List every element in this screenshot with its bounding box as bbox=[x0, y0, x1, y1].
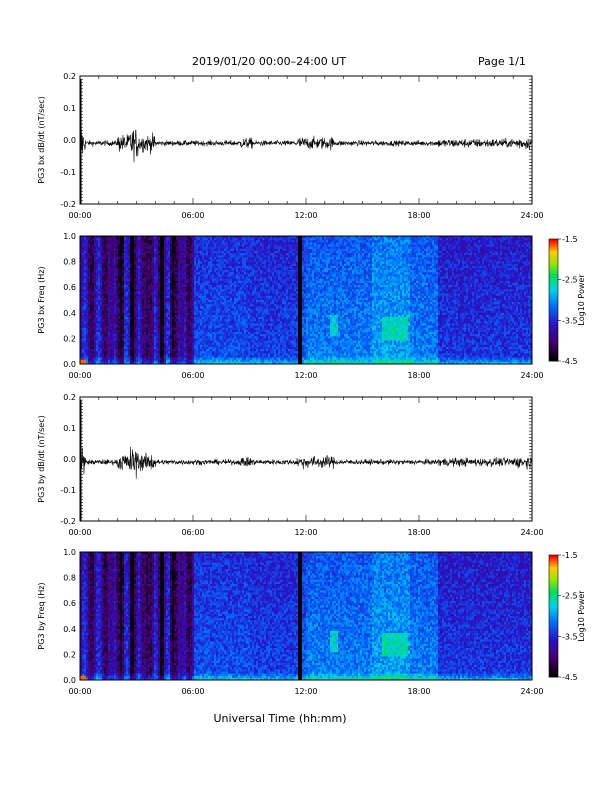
y-tick-label: 0.4 bbox=[63, 625, 76, 634]
spectrogram-cells bbox=[80, 552, 532, 680]
x-tick-label: 18:00 bbox=[407, 528, 430, 537]
y-tick-label: 0.6 bbox=[63, 599, 76, 608]
x-axis-label: Universal Time (hh:mm) bbox=[214, 712, 347, 725]
x-tick-label: 12:00 bbox=[294, 687, 317, 696]
x-tick-label: 00:00 bbox=[68, 371, 91, 380]
x-tick-label: 00:00 bbox=[68, 211, 91, 220]
y-tick-label: 0.6 bbox=[63, 283, 76, 292]
y-tick-label: 0.0 bbox=[63, 676, 76, 685]
colorbar-tick-label: -4.5 bbox=[562, 357, 578, 366]
y-tick-label: 0.1 bbox=[63, 104, 76, 113]
panel-3 bbox=[80, 397, 532, 521]
y-tick-label: 1.0 bbox=[63, 232, 76, 241]
series-line bbox=[80, 128, 532, 163]
colorbar-tick-label: -1.5 bbox=[562, 551, 578, 560]
panel-2 bbox=[80, 236, 561, 364]
x-tick-label: 18:00 bbox=[407, 211, 430, 220]
x-tick-label: 18:00 bbox=[407, 371, 430, 380]
colorbar-tick-label: -2.5 bbox=[562, 592, 578, 601]
y-tick-label: -0.2 bbox=[60, 517, 76, 526]
colorbar-label: Log10 Power bbox=[577, 590, 586, 642]
x-tick-label: 12:00 bbox=[294, 211, 317, 220]
y-tick-label: -0.1 bbox=[60, 486, 76, 495]
y-tick-label: 0.2 bbox=[63, 72, 76, 81]
y-tick-label: 0.8 bbox=[63, 574, 76, 583]
colorbar bbox=[549, 239, 561, 361]
y-tick-label: 0.2 bbox=[63, 650, 76, 659]
y-axis-label: PG3 bx Freq (Hz) bbox=[37, 266, 46, 333]
chart-canvas: 0.2 0.1 0.0 -0.1 -0.2 00:00 06:00 12:00 18:00 24:… bbox=[0, 0, 612, 792]
colorbar-tick-label: -2.5 bbox=[562, 276, 578, 285]
x-tick-label: 24:00 bbox=[520, 687, 543, 696]
y-tick-label: 0.4 bbox=[63, 309, 76, 318]
y-axis-label: PG3 by dB/dt (nT/sec) bbox=[37, 415, 46, 502]
x-tick-label: 06:00 bbox=[181, 371, 204, 380]
y-tick-label: 0.2 bbox=[63, 393, 76, 402]
x-tick-label: 00:00 bbox=[68, 528, 91, 537]
x-tick-label: 06:00 bbox=[181, 211, 204, 220]
y-tick-label: -0.2 bbox=[60, 200, 76, 209]
series-line bbox=[80, 447, 532, 487]
colorbar-tick-label: -1.5 bbox=[562, 235, 578, 244]
y-tick-label: 0.2 bbox=[63, 334, 76, 343]
panel-4 bbox=[80, 552, 561, 680]
y-tick-label: 0.0 bbox=[63, 136, 76, 145]
y-tick-label: 0.0 bbox=[63, 360, 76, 369]
y-tick-label: 0.0 bbox=[63, 455, 76, 464]
x-tick-label: 00:00 bbox=[68, 687, 91, 696]
colorbar-tick-label: -3.5 bbox=[562, 632, 578, 641]
y-tick-label: 0.1 bbox=[63, 424, 76, 433]
panel-1 bbox=[80, 76, 532, 204]
x-tick-label: 18:00 bbox=[407, 687, 430, 696]
y-tick-label: 1.0 bbox=[63, 548, 76, 557]
y-axis-label: PG3 by Freq (Hz) bbox=[37, 582, 46, 649]
y-axis-label: PG3 bx dB/dt (nT/sec) bbox=[37, 96, 46, 183]
x-tick-label: 24:00 bbox=[520, 371, 543, 380]
x-tick-label: 24:00 bbox=[520, 211, 543, 220]
spectrogram-cells bbox=[80, 236, 532, 364]
colorbar-tick-label: -3.5 bbox=[562, 316, 578, 325]
x-tick-label: 24:00 bbox=[520, 528, 543, 537]
colorbar-tick-label: -4.5 bbox=[562, 673, 578, 682]
x-tick-label: 12:00 bbox=[294, 371, 317, 380]
x-tick-label: 06:00 bbox=[181, 687, 204, 696]
colorbar-label: Log10 Power bbox=[577, 274, 586, 326]
x-tick-label: 12:00 bbox=[294, 528, 317, 537]
y-tick-label: 0.8 bbox=[63, 258, 76, 267]
colorbar bbox=[549, 555, 561, 677]
x-tick-label: 06:00 bbox=[181, 528, 204, 537]
y-tick-label: -0.1 bbox=[60, 168, 76, 177]
